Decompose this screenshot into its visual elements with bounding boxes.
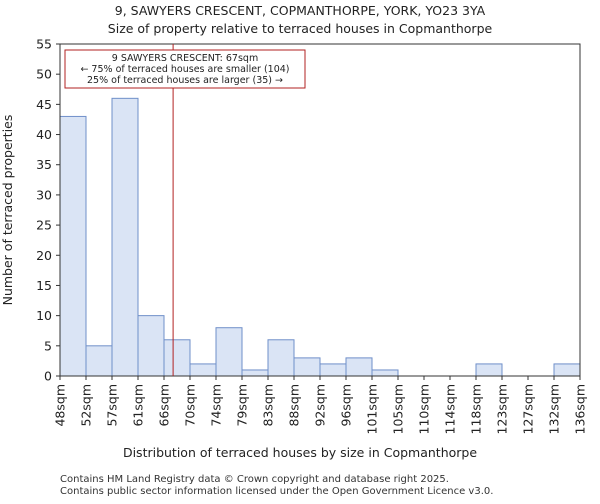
x-ticks-group: 48sqm 52sqm 57sqm 61sqm 66sqm 70sqm 74sqm 79sqm…: [53, 376, 588, 434]
annotation-line-3: 25% of terraced houses are larger (35) →: [87, 75, 283, 86]
x-tick-label: 48sqm: [53, 384, 68, 427]
y-tick-label: 30: [36, 187, 52, 202]
y-tick-label: 5: [44, 338, 52, 353]
x-tick-label: 118sqm: [469, 384, 484, 434]
bar-52sqm: [85, 345, 113, 377]
y-tick-label: 50: [36, 67, 52, 82]
x-tick-label: 83sqm: [261, 384, 276, 427]
bar-57sqm: [111, 97, 139, 377]
x-tick-label: 79sqm: [235, 384, 250, 427]
x-tick-label: 136sqm: [573, 384, 588, 434]
bar-88sqm: [293, 357, 321, 377]
bar-66sqm: [163, 339, 191, 377]
x-tick-label: 123sqm: [495, 384, 510, 434]
bars-group: [59, 97, 581, 377]
x-axis-title: Distribution of terraced houses by size …: [123, 445, 477, 460]
bar-61sqm: [137, 315, 165, 377]
x-tick-label: 61sqm: [131, 384, 146, 427]
x-tick-label: 52sqm: [79, 384, 94, 427]
x-tick-label: 132sqm: [547, 384, 562, 434]
x-tick-label: 74sqm: [209, 384, 224, 427]
bar-101sqm: [371, 369, 399, 377]
y-tick-label: 45: [36, 97, 52, 112]
y-tick-label: 0: [44, 369, 52, 384]
y-axis-title: Number of terraced properties: [0, 115, 15, 306]
y-tick-label: 15: [36, 278, 52, 293]
bar-83sqm: [267, 339, 295, 377]
x-tick-label: 70sqm: [183, 384, 198, 427]
x-tick-label: 110sqm: [417, 384, 432, 434]
bar-70sqm: [189, 363, 217, 377]
x-tick-label: 105sqm: [391, 384, 406, 434]
x-tick-label: 57sqm: [105, 384, 120, 427]
y-tick-label: 20: [36, 248, 52, 263]
y-tick-label: 25: [36, 218, 52, 233]
x-tick-label: 66sqm: [157, 384, 172, 427]
annotation-line-1: 9 SAWYERS CRESCENT: 67sqm: [112, 53, 258, 64]
x-tick-label: 114sqm: [443, 384, 458, 434]
bar-74sqm: [215, 327, 243, 377]
y-ticks-group: 0 5 10 15 20 25 30 35 40 45 50 55: [36, 37, 60, 384]
x-tick-label: 88sqm: [287, 384, 302, 427]
bar-132sqm: [553, 363, 581, 377]
y-tick-label: 55: [36, 37, 52, 52]
plot-frame: [59, 43, 581, 377]
x-tick-label: 96sqm: [339, 384, 354, 427]
footer-line-1: Contains HM Land Registry data © Crown c…: [60, 474, 449, 485]
y-tick-label: 40: [36, 127, 52, 142]
x-tick-label: 101sqm: [365, 384, 380, 434]
bar-92sqm: [319, 363, 347, 377]
chart-title: 9, SAWYERS CRESCENT, COPMANTHORPE, YORK,…: [115, 3, 486, 18]
bar-96sqm: [345, 357, 373, 377]
bar-48sqm: [59, 115, 87, 377]
x-tick-label: 92sqm: [313, 384, 328, 427]
annotation-frame: [64, 49, 306, 89]
footer-line-2: Contains public sector information licen…: [60, 486, 493, 497]
annotation-box: 9 SAWYERS CRESCENT: 67sqm ← 75% of terra…: [64, 49, 306, 89]
bar-118sqm: [475, 363, 503, 377]
y-tick-label: 35: [36, 157, 52, 172]
x-tick-label: 127sqm: [521, 384, 536, 434]
y-tick-label: 10: [36, 308, 52, 323]
chart-subtitle: Size of property relative to terraced ho…: [108, 21, 493, 36]
annotation-line-2: ← 75% of terraced houses are smaller (10…: [80, 64, 289, 75]
bar-79sqm: [241, 369, 269, 377]
